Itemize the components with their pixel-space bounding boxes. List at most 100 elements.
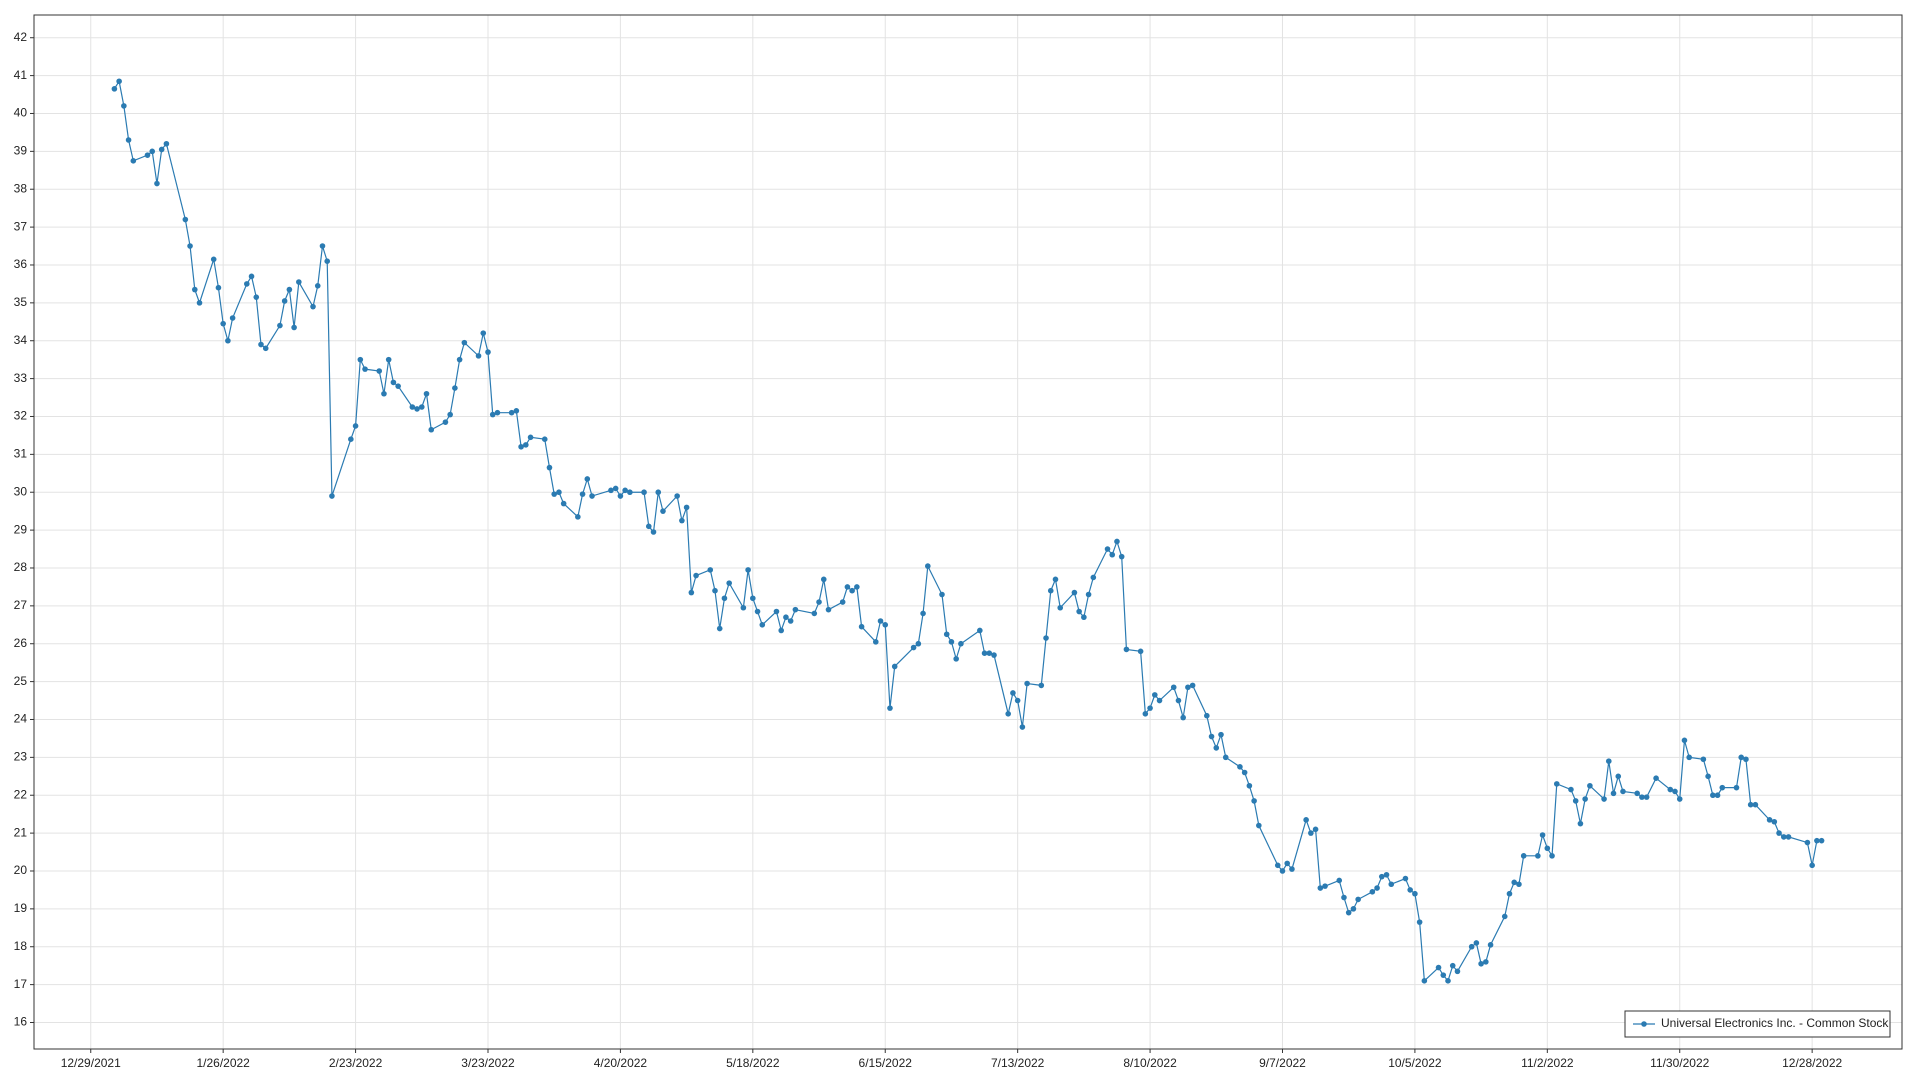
data-point: [854, 584, 860, 590]
x-tick-label: 1/26/2022: [196, 1056, 250, 1070]
y-tick-label: 36: [14, 257, 28, 271]
data-point: [1804, 839, 1811, 846]
data-point: [1369, 889, 1376, 895]
data-point: [518, 443, 524, 450]
data-point: [783, 614, 789, 621]
data-point: [1601, 796, 1607, 802]
data-point: [262, 345, 269, 352]
data-point: [508, 409, 515, 416]
data-point: [858, 623, 865, 630]
data-point: [1303, 817, 1309, 823]
y-tick-label: 16: [14, 1015, 28, 1029]
data-point: [622, 487, 628, 494]
data-point: [357, 356, 364, 363]
data-point: [1218, 731, 1224, 738]
data-point: [778, 627, 784, 634]
data-point: [1639, 794, 1645, 800]
y-tick-label: 30: [14, 484, 28, 498]
data-point: [920, 610, 926, 617]
data-point: [849, 587, 855, 594]
data-point: [1539, 832, 1546, 838]
data-point: [612, 485, 619, 492]
y-tick-label: 23: [14, 750, 28, 764]
data-point: [428, 426, 435, 433]
data-point: [187, 243, 193, 249]
data-point: [872, 639, 879, 645]
data-point: [688, 589, 695, 596]
x-tick-label: 12/28/2022: [1782, 1056, 1842, 1070]
data-point: [362, 366, 368, 372]
data-point: [953, 656, 959, 662]
data-point: [820, 576, 827, 583]
data-point: [523, 442, 529, 448]
data-point: [1421, 978, 1428, 984]
data-point: [385, 356, 392, 363]
y-tick-label: 32: [14, 409, 28, 423]
data-point: [286, 286, 293, 293]
data-point: [1544, 845, 1551, 852]
data-point: [1237, 764, 1243, 770]
x-tick-label: 6/15/2022: [859, 1056, 913, 1070]
data-point: [726, 580, 732, 586]
x-tick-label: 7/13/2022: [991, 1056, 1045, 1070]
data-point: [1468, 943, 1475, 950]
data-point: [1156, 697, 1163, 704]
data-point: [1222, 754, 1229, 761]
data-point: [1605, 758, 1612, 764]
data-point: [1019, 724, 1026, 730]
data-point: [485, 349, 491, 355]
data-point: [1170, 684, 1177, 691]
data-point: [409, 404, 416, 410]
data-point: [381, 390, 387, 397]
data-point: [1440, 972, 1447, 978]
data-point: [314, 283, 321, 289]
data-point: [452, 385, 458, 391]
data-point: [1435, 964, 1442, 971]
data-point: [1213, 745, 1220, 751]
data-point: [1785, 834, 1792, 840]
data-point: [1123, 646, 1130, 653]
data-point: [513, 407, 520, 414]
y-tick-label: 29: [14, 522, 28, 536]
data-point: [1809, 862, 1815, 869]
data-point: [608, 487, 614, 494]
data-point: [144, 152, 151, 158]
data-point: [707, 567, 714, 573]
data-point: [1142, 711, 1149, 717]
x-tick-label: 4/20/2022: [594, 1056, 648, 1070]
data-point: [1152, 692, 1158, 698]
plot-frame: [33, 14, 1903, 1050]
data-point: [489, 411, 496, 418]
data-point: [712, 587, 718, 594]
data-point: [1090, 574, 1097, 581]
data-point: [943, 631, 950, 638]
data-point: [891, 663, 898, 670]
data-point: [125, 137, 132, 143]
data-point: [1336, 877, 1343, 884]
data-point: [1147, 705, 1153, 711]
data-point: [1010, 690, 1016, 696]
data-point: [560, 500, 567, 507]
data-point: [754, 608, 761, 615]
y-tick-label: 26: [14, 636, 28, 650]
data-point: [1449, 962, 1456, 969]
data-point: [414, 406, 420, 412]
data-point: [1312, 826, 1319, 833]
legend-box: [1624, 1010, 1891, 1038]
data-point: [811, 610, 818, 617]
data-point: [1747, 801, 1754, 808]
data-point: [575, 514, 581, 520]
data-point: [1104, 546, 1111, 552]
data-point: [1714, 792, 1721, 799]
data-point: [1052, 576, 1059, 583]
data-point: [456, 356, 463, 363]
data-point: [787, 618, 794, 624]
data-point: [220, 320, 226, 327]
data-point: [981, 650, 988, 657]
data-point: [1279, 868, 1286, 874]
data-point: [1582, 796, 1588, 802]
data-point: [1615, 773, 1622, 780]
data-point: [480, 330, 487, 336]
data-point: [1572, 798, 1579, 804]
data-point: [229, 315, 236, 321]
